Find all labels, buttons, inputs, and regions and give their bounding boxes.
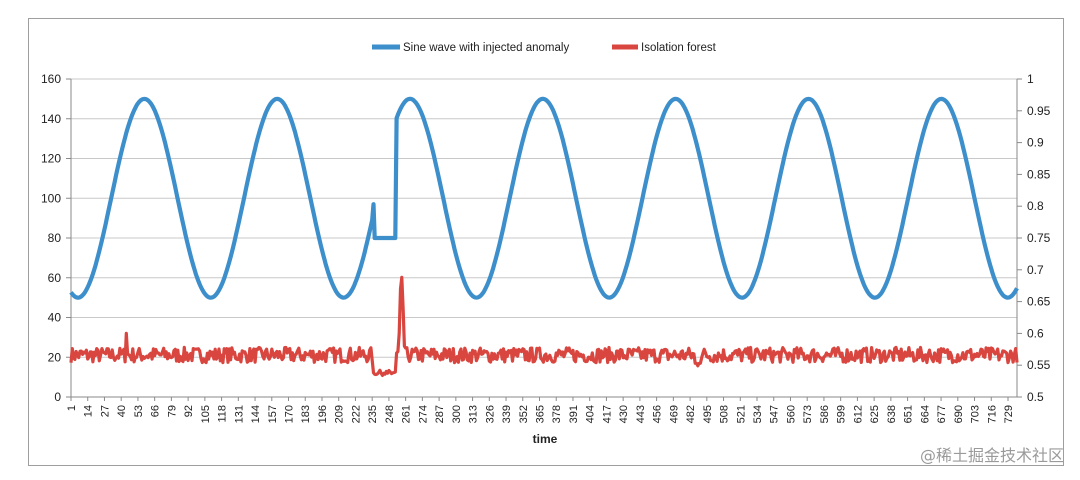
y-right-tick-label: 0.75: [1027, 231, 1051, 245]
x-axis-ticks: 1 14 27 40 53 66 79 92 105 118 131 144 157 170 183 196 2…: [66, 397, 1015, 423]
y-left-tick-label: 80: [48, 231, 62, 245]
x-tick-label: 300: [451, 405, 463, 423]
x-tick-label: 261: [401, 405, 413, 423]
x-tick-label: 625: [869, 405, 881, 423]
watermark: @稀土掘金技术社区: [919, 446, 1064, 465]
y-left-tick-label: 100: [41, 191, 61, 205]
y-right-tick-label: 1: [1027, 72, 1034, 86]
y-right-tick-label: 0.9: [1027, 136, 1044, 150]
x-axis-title: time: [533, 432, 558, 446]
x-tick-label: 547: [769, 405, 781, 423]
series-line-sine-wave: [69, 96, 1019, 300]
x-tick-label: 404: [585, 405, 597, 423]
x-tick-label: 118: [217, 405, 229, 423]
x-tick-label: 443: [635, 405, 647, 423]
x-tick-label: 287: [434, 405, 446, 423]
y-right-tick-label: 0.8: [1027, 199, 1044, 213]
x-tick-label: 664: [919, 405, 931, 423]
x-tick-label: 14: [83, 405, 95, 417]
gridlines: [70, 78, 1018, 398]
x-tick-label: 651: [903, 405, 915, 423]
y-right-tick-label: 0.65: [1027, 295, 1051, 309]
y-left-tick-label: 40: [48, 311, 62, 325]
x-tick-label: 716: [986, 405, 998, 423]
x-tick-label: 274: [417, 405, 429, 423]
x-tick-label: 417: [601, 405, 613, 423]
x-tick-label: 1: [66, 405, 78, 411]
x-tick-label: 339: [501, 405, 513, 423]
x-tick-label: 482: [685, 405, 697, 423]
chart-frame: 0 20 40 60 80 100 120 140 160 0.5 0.55 0.6 0.65 0.7 0…: [28, 18, 1064, 466]
y-right-tick-label: 0.55: [1027, 358, 1051, 372]
y-right-tick-label: 0.5: [1027, 390, 1044, 404]
x-tick-label: 209: [334, 405, 346, 423]
y-left-tick-label: 0: [54, 390, 61, 404]
x-tick-label: 196: [317, 405, 329, 423]
x-tick-label: 66: [150, 405, 162, 417]
x-tick-label: 638: [886, 405, 898, 423]
x-tick-label: 183: [300, 405, 312, 423]
y-left-tick-label: 140: [41, 112, 61, 126]
x-tick-label: 248: [384, 405, 396, 423]
x-tick-label: 352: [518, 405, 530, 423]
x-tick-label: 430: [618, 405, 630, 423]
x-tick-label: 469: [668, 405, 680, 423]
x-tick-label: 534: [752, 405, 764, 423]
right-axis-ticks: 0.5 0.55 0.6 0.65 0.7 0.75 0.8 0.85 0.9 0.95 1: [1017, 72, 1051, 404]
series-layer: [69, 96, 1019, 377]
x-tick-label: 521: [735, 405, 747, 423]
x-tick-label: 573: [802, 405, 814, 423]
x-tick-label: 508: [719, 405, 731, 423]
y-right-tick-label: 0.85: [1027, 167, 1051, 181]
x-tick-label: 456: [652, 405, 664, 423]
y-left-tick-label: 20: [48, 350, 62, 364]
y-right-tick-label: 0.7: [1027, 263, 1044, 277]
x-tick-label: 53: [133, 405, 145, 417]
x-tick-label: 495: [702, 405, 714, 423]
x-tick-label: 27: [99, 405, 111, 417]
x-tick-label: 170: [284, 405, 296, 423]
x-tick-label: 131: [233, 405, 245, 423]
x-tick-label: 690: [953, 405, 965, 423]
legend-label-iforest: Isolation forest: [641, 42, 717, 54]
y-right-tick-label: 0.95: [1027, 104, 1051, 118]
x-tick-label: 222: [350, 405, 362, 423]
series-line-isolation-forest: [69, 275, 1019, 377]
x-tick-label: 586: [819, 405, 831, 423]
x-tick-label: 365: [534, 405, 546, 423]
x-tick-label: 599: [836, 405, 848, 423]
y-left-tick-label: 160: [41, 72, 61, 86]
legend: Sine wave with injected anomaly Isolatio…: [372, 42, 717, 54]
x-tick-label: 92: [183, 405, 195, 417]
x-tick-label: 144: [250, 405, 262, 423]
x-tick-label: 391: [568, 405, 580, 423]
x-tick-label: 313: [468, 405, 480, 423]
y-left-tick-label: 120: [41, 152, 61, 166]
y-left-tick-label: 60: [48, 271, 62, 285]
legend-label-sine: Sine wave with injected anomaly: [403, 42, 569, 54]
x-tick-label: 378: [551, 405, 563, 423]
x-tick-label: 703: [970, 405, 982, 423]
x-tick-label: 157: [267, 405, 279, 423]
x-tick-label: 326: [484, 405, 496, 423]
x-tick-label: 105: [200, 405, 212, 423]
x-tick-label: 235: [367, 405, 379, 423]
y-right-tick-label: 0.6: [1027, 326, 1044, 340]
x-tick-label: 40: [116, 405, 128, 417]
x-tick-label: 677: [936, 405, 948, 423]
x-tick-label: 560: [785, 405, 797, 423]
x-tick-label: 612: [852, 405, 864, 423]
left-axis-ticks: 0 20 40 60 80 100 120 140 160: [41, 72, 71, 404]
x-tick-label: 729: [1003, 405, 1015, 423]
x-tick-label: 79: [166, 405, 178, 417]
